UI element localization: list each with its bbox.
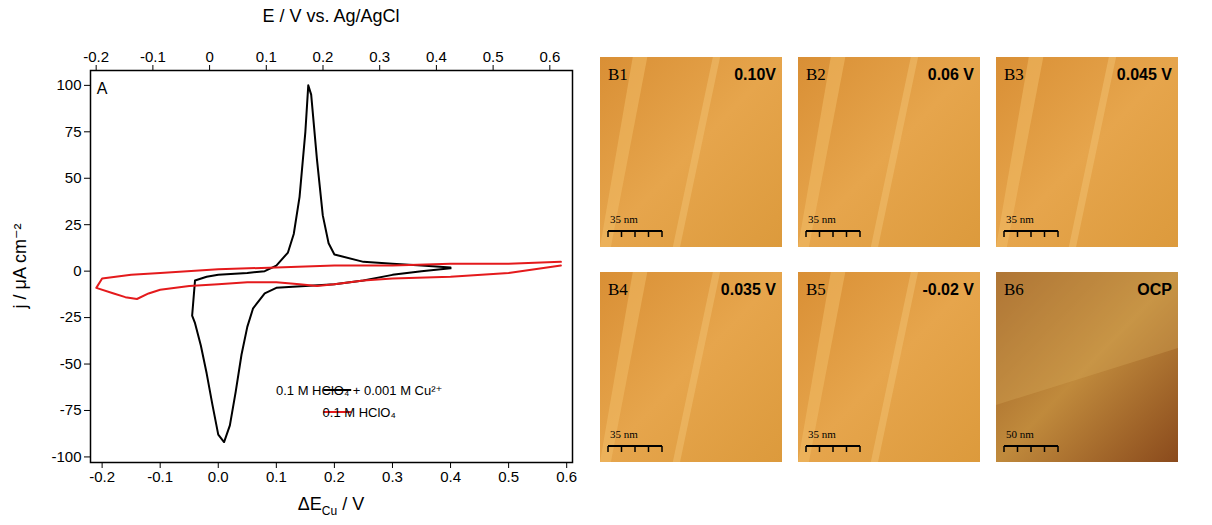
- svg-text:0.035 V: 0.035 V: [721, 281, 776, 298]
- svg-text:A: A: [97, 80, 108, 97]
- svg-text:-75: -75: [60, 401, 82, 418]
- svg-text:0.1: 0.1: [256, 48, 277, 65]
- svg-text:-0.2: -0.2: [89, 468, 115, 485]
- svg-text:0.4: 0.4: [426, 48, 447, 65]
- svg-text:-100: -100: [51, 448, 81, 465]
- svg-text:25: 25: [65, 215, 82, 232]
- svg-text:0.4: 0.4: [440, 468, 461, 485]
- svg-text:0.5: 0.5: [498, 468, 519, 485]
- svg-text:35 nm: 35 nm: [808, 428, 836, 440]
- svg-text:0.6: 0.6: [539, 48, 560, 65]
- svg-text:0.1 M HClO₄ + 0.001 M Cu²⁺: 0.1 M HClO₄ + 0.001 M Cu²⁺: [276, 383, 442, 398]
- svg-text:OCP: OCP: [1137, 281, 1172, 298]
- svg-text:j / μA cm⁻²: j / μA cm⁻²: [10, 224, 30, 310]
- svg-text:0.6: 0.6: [556, 468, 577, 485]
- svg-text:0.045 V: 0.045 V: [1117, 66, 1172, 83]
- svg-text:50: 50: [65, 169, 82, 186]
- svg-text:35 nm: 35 nm: [610, 428, 638, 440]
- svg-text:0: 0: [73, 262, 81, 279]
- svg-text:-0.2: -0.2: [83, 48, 109, 65]
- svg-text:-25: -25: [60, 308, 82, 325]
- svg-text:0.1 M HClO₄: 0.1 M HClO₄: [323, 405, 396, 420]
- svg-text:0.2: 0.2: [313, 48, 334, 65]
- svg-text:-0.02 V: -0.02 V: [922, 281, 974, 298]
- svg-text:B6: B6: [1004, 280, 1024, 299]
- svg-text:-0.1: -0.1: [147, 468, 173, 485]
- svg-text:0: 0: [205, 48, 213, 65]
- svg-text:35 nm: 35 nm: [610, 213, 638, 225]
- svg-text:B3: B3: [1004, 65, 1024, 84]
- svg-text:0.06 V: 0.06 V: [928, 66, 975, 83]
- svg-text:35 nm: 35 nm: [1006, 213, 1034, 225]
- svg-text:0.2: 0.2: [324, 468, 345, 485]
- svg-text:B1: B1: [608, 65, 628, 84]
- svg-text:100: 100: [56, 76, 81, 93]
- svg-text:0.0: 0.0: [208, 468, 229, 485]
- svg-text:-0.1: -0.1: [140, 48, 166, 65]
- svg-text:0.3: 0.3: [382, 468, 403, 485]
- svg-text:50 nm: 50 nm: [1006, 428, 1034, 440]
- svg-text:75: 75: [65, 123, 82, 140]
- svg-text:E / V vs. Ag/AgCl: E / V vs. Ag/AgCl: [262, 6, 399, 26]
- svg-text:35 nm: 35 nm: [808, 213, 836, 225]
- svg-text:B4: B4: [608, 280, 628, 299]
- svg-text:0.3: 0.3: [369, 48, 390, 65]
- svg-text:0.10V: 0.10V: [734, 66, 776, 83]
- svg-text:B2: B2: [806, 65, 826, 84]
- svg-text:ΔECu / V: ΔECu / V: [298, 494, 364, 518]
- svg-text:0.1: 0.1: [266, 468, 287, 485]
- svg-text:0.5: 0.5: [483, 48, 504, 65]
- svg-text:-50: -50: [60, 355, 82, 372]
- svg-text:B5: B5: [806, 280, 826, 299]
